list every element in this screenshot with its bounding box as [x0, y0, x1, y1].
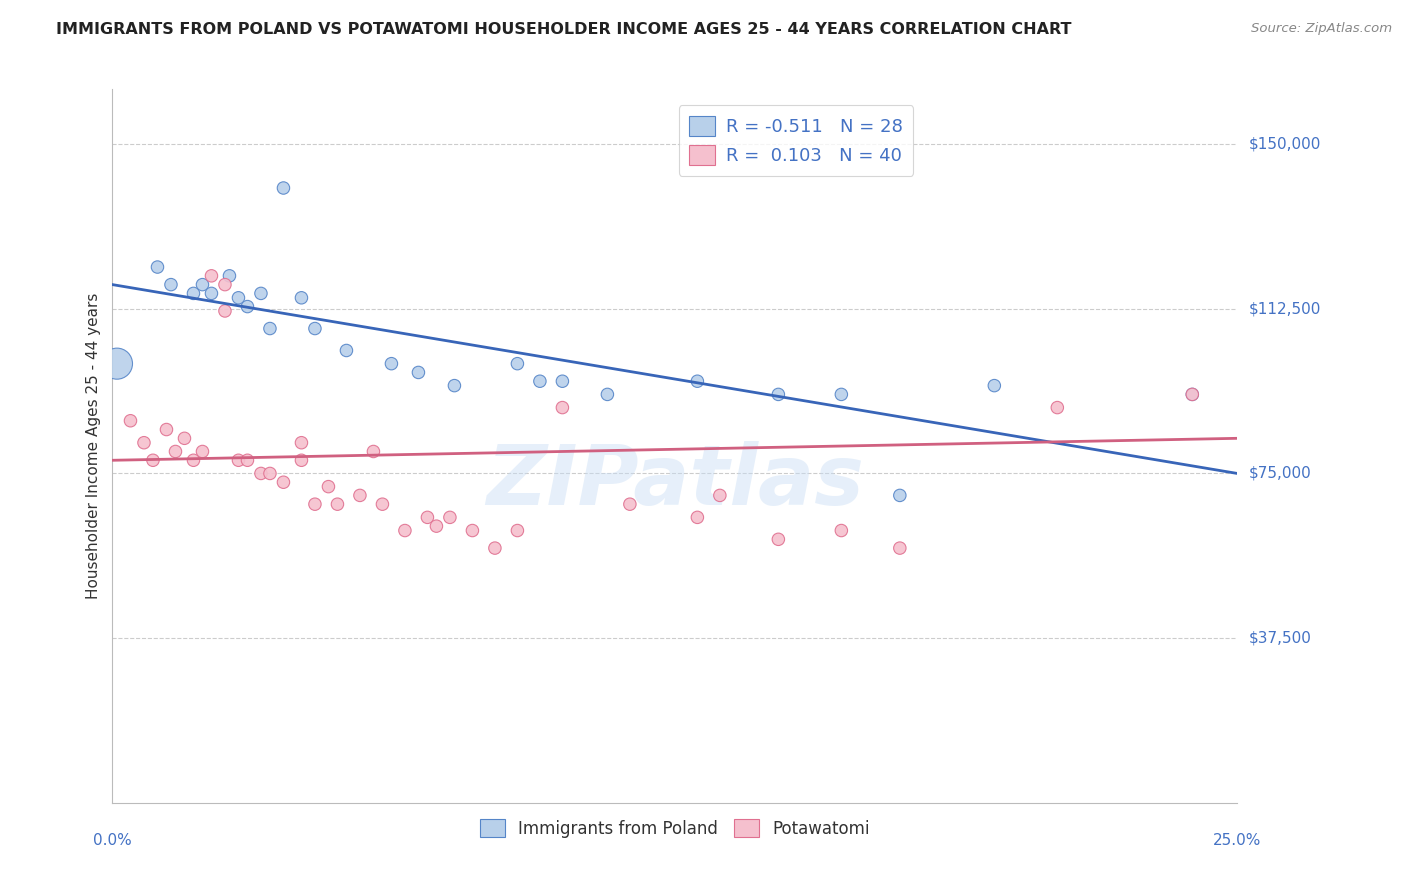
Point	[686, 510, 709, 524]
Point	[461, 524, 484, 538]
Text: $37,500: $37,500	[1249, 631, 1312, 646]
Point	[259, 321, 281, 335]
Point	[200, 268, 222, 283]
Point	[335, 343, 357, 358]
Point	[380, 357, 402, 371]
Text: $112,500: $112,500	[1249, 301, 1320, 317]
Text: $150,000: $150,000	[1249, 136, 1320, 152]
Point	[290, 435, 312, 450]
Point	[596, 387, 619, 401]
Point	[830, 387, 852, 401]
Point	[709, 488, 731, 502]
Point	[1181, 387, 1204, 401]
Point	[191, 277, 214, 292]
Point	[173, 431, 195, 445]
Point	[425, 519, 447, 533]
Point	[290, 291, 312, 305]
Point	[619, 497, 641, 511]
Point	[132, 435, 155, 450]
Point	[443, 378, 465, 392]
Point	[983, 378, 1005, 392]
Point	[416, 510, 439, 524]
Point	[105, 357, 128, 371]
Point	[214, 304, 236, 318]
Point	[183, 286, 205, 301]
Point	[686, 374, 709, 388]
Text: ZIPatlas: ZIPatlas	[486, 442, 863, 522]
Point	[250, 467, 273, 481]
Point	[142, 453, 165, 467]
Point	[484, 541, 506, 555]
Text: 25.0%: 25.0%	[1213, 833, 1261, 848]
Point	[273, 475, 295, 490]
Point	[889, 541, 911, 555]
Point	[363, 444, 385, 458]
Point	[326, 497, 349, 511]
Point	[290, 453, 312, 467]
Point	[165, 444, 187, 458]
Point	[506, 357, 529, 371]
Point	[259, 467, 281, 481]
Point	[155, 423, 177, 437]
Point	[218, 268, 240, 283]
Point	[1181, 387, 1204, 401]
Point	[529, 374, 551, 388]
Point	[439, 510, 461, 524]
Point	[371, 497, 394, 511]
Text: Source: ZipAtlas.com: Source: ZipAtlas.com	[1251, 22, 1392, 36]
Point	[349, 488, 371, 502]
Point	[551, 401, 574, 415]
Point	[551, 374, 574, 388]
Point	[768, 387, 790, 401]
Point	[394, 524, 416, 538]
Text: IMMIGRANTS FROM POLAND VS POTAWATOMI HOUSEHOLDER INCOME AGES 25 - 44 YEARS CORRE: IMMIGRANTS FROM POLAND VS POTAWATOMI HOU…	[56, 22, 1071, 37]
Point	[1046, 401, 1069, 415]
Point	[506, 524, 529, 538]
Point	[120, 414, 142, 428]
Y-axis label: Householder Income Ages 25 - 44 years: Householder Income Ages 25 - 44 years	[86, 293, 101, 599]
Point	[191, 444, 214, 458]
Point	[318, 480, 340, 494]
Point	[228, 453, 250, 467]
Text: 0.0%: 0.0%	[93, 833, 132, 848]
Point	[889, 488, 911, 502]
Point	[304, 321, 326, 335]
Point	[830, 524, 852, 538]
Point	[214, 277, 236, 292]
Point	[160, 277, 183, 292]
Point	[273, 181, 295, 195]
Legend: Immigrants from Poland, Potawatomi: Immigrants from Poland, Potawatomi	[472, 813, 877, 845]
Point	[183, 453, 205, 467]
Point	[250, 286, 273, 301]
Point	[768, 533, 790, 547]
Point	[236, 300, 259, 314]
Text: $75,000: $75,000	[1249, 466, 1312, 481]
Point	[304, 497, 326, 511]
Point	[408, 366, 430, 380]
Point	[146, 260, 169, 274]
Point	[228, 291, 250, 305]
Point	[200, 286, 222, 301]
Point	[236, 453, 259, 467]
